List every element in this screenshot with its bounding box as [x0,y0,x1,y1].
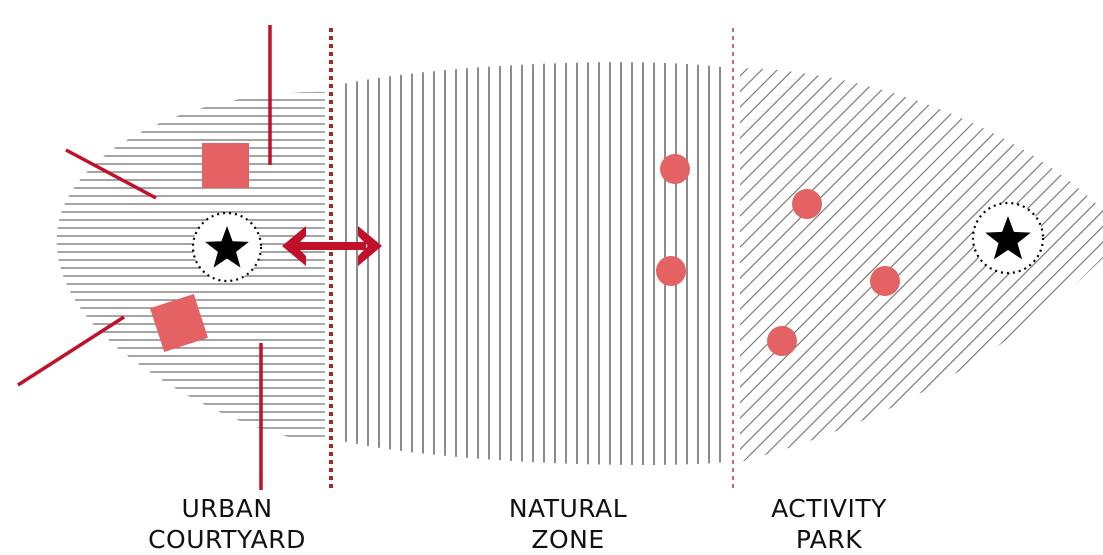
natural-zone-label-line1: NATURAL [508,494,628,523]
activity-park-label-line1: ACTIVITY [771,494,887,523]
square-marker-icon [202,143,249,188]
access-line-southwest [17,315,125,387]
activity-park-zone [740,68,1103,462]
natural-zone-label-line2: ZONE [531,525,605,554]
double-arrow-icon [282,226,382,266]
urban-courtyard-zone [56,91,326,443]
access-line-northwest [65,148,157,200]
circle-marker-icon [656,256,686,286]
circle-markers [656,154,900,356]
access-lines [17,25,272,490]
circle-marker-icon [870,266,900,296]
circle-marker-icon [792,189,822,219]
activity-park-label: ACTIVITY PARK [699,493,959,555]
star-icon [971,201,1045,275]
star-icon [191,211,263,283]
square-marker-icon [150,294,208,352]
urban-courtyard-label-line1: URBAN [181,494,273,523]
urban-courtyard-label-line2: COURTYARD [148,525,306,554]
circle-marker-icon [660,154,690,184]
circle-marker-icon [767,326,797,356]
activity-park-label-line2: PARK [795,525,863,554]
natural-zone-label: NATURAL ZONE [438,493,698,555]
urban-courtyard-label: URBAN COURTYARD [97,493,357,555]
